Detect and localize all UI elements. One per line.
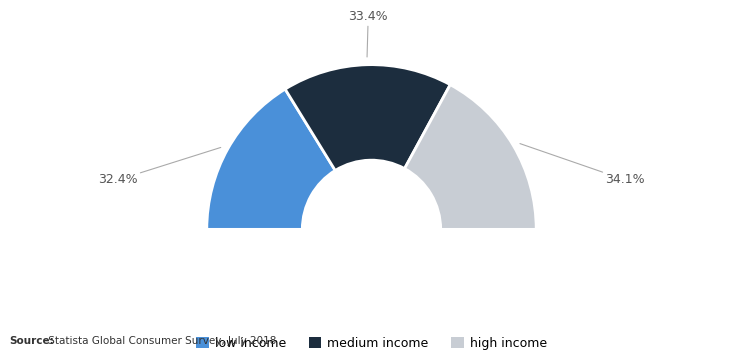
Wedge shape [207,89,335,229]
Wedge shape [405,85,536,229]
Text: 32.4%: 32.4% [98,147,221,187]
Text: 33.4%: 33.4% [348,10,388,57]
Text: 34.1%: 34.1% [520,144,645,187]
Text: Statista Global Consumer Survey, July 2018: Statista Global Consumer Survey, July 20… [45,336,276,346]
Text: Source:: Source: [9,336,53,346]
Legend: low income, medium income, high income: low income, medium income, high income [191,332,552,350]
Wedge shape [285,65,450,170]
